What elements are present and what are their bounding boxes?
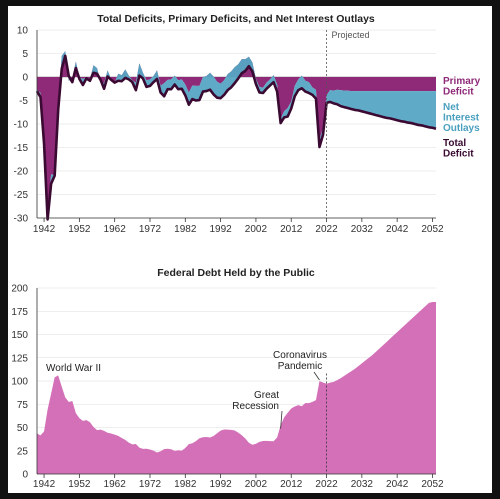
y-tick-label: 0 [22, 73, 28, 84]
x-tick-label: 2022 [315, 224, 338, 235]
x-tick-label: 2002 [245, 479, 268, 490]
y-tick-label: 0 [22, 470, 28, 481]
debt-y-axis: 200 175 150 125 100 75 50 25 0 [11, 284, 436, 481]
x-tick-label: 1962 [104, 479, 127, 490]
x-tick-label: 2052 [421, 479, 444, 490]
annotation-great-recession: Great Recession [232, 390, 279, 412]
annotation-line: Great [254, 390, 279, 401]
primary-deficit-label: Primary Deficit [443, 76, 481, 98]
x-tick-label: 1982 [174, 479, 197, 490]
x-tick-label: 1992 [209, 224, 232, 235]
y-tick-label: 175 [11, 307, 28, 318]
projected-label: Projected [332, 30, 370, 40]
debt-annotations: World War II Great Recession Coronavirus Pan… [46, 350, 327, 429]
x-tick-label: 2002 [245, 224, 268, 235]
y-tick-label: 50 [17, 423, 29, 434]
annotation-leader [313, 371, 320, 381]
y-tick-label: 25 [17, 446, 29, 457]
deficits-y-axis: 10 5 0 -5 -10 -15 -20 -25 -30 [14, 26, 436, 225]
x-tick-label: 2012 [280, 479, 303, 490]
total-deficit-label-line: Deficit [443, 149, 474, 160]
primary-deficit-label-line: Primary [443, 76, 481, 87]
y-tick-label: -30 [14, 214, 29, 225]
debt-area [37, 301, 436, 474]
y-tick-label: -5 [19, 96, 28, 107]
debt-chart-title: Federal Debt Held by the Public [157, 267, 315, 279]
x-tick-label: 1942 [33, 224, 56, 235]
deficits-chart-title: Total Deficits, Primary Deficits, and Ne… [97, 13, 375, 25]
primary-deficit-label-line: Deficit [443, 87, 474, 98]
y-tick-label: -10 [14, 120, 29, 131]
y-tick-label: 10 [17, 26, 29, 37]
annotation-line: Pandemic [278, 361, 322, 372]
x-tick-label: 2032 [351, 479, 374, 490]
x-tick-label: 2042 [386, 479, 409, 490]
x-tick-label: 2042 [386, 224, 409, 235]
net-interest-label-line: Interest [443, 113, 480, 124]
y-tick-label: 200 [11, 284, 28, 295]
y-tick-label: 75 [17, 400, 29, 411]
deficits-gridlines [37, 29, 436, 219]
total-deficit-label-line: Total [443, 138, 466, 149]
y-tick-label: 150 [11, 330, 28, 341]
x-tick-label: 1962 [104, 224, 127, 235]
debt-chart: Federal Debt Held by the Public 200 175 15… [11, 267, 444, 490]
debt-x-axis: 1942 1952 1962 1972 1982 1992 2002 2012 2022 2032… [33, 474, 444, 490]
x-tick-label: 1982 [174, 224, 197, 235]
y-tick-label: 100 [11, 377, 28, 388]
deficits-x-axis: 1942 1952 1962 1972 1982 1992 2002 2012 2022 2032… [33, 218, 444, 235]
x-tick-label: 1972 [139, 479, 162, 490]
annotation-line: Recession [232, 401, 279, 412]
x-tick-label: 2012 [280, 224, 303, 235]
x-tick-label: 1952 [68, 224, 91, 235]
x-tick-label: 1952 [68, 479, 91, 490]
x-tick-label: 2032 [351, 224, 374, 235]
deficits-chart: Total Deficits, Primary Deficits, and Ne… [14, 13, 481, 235]
y-tick-label: -25 [14, 190, 29, 201]
x-tick-label: 2022 [315, 479, 338, 490]
debt-area-path [37, 301, 436, 474]
chart-panel: Total Deficits, Primary Deficits, and Ne… [8, 6, 492, 493]
y-tick-label: 125 [11, 353, 28, 364]
net-interest-label-line: Net [443, 102, 460, 113]
net-interest-label-line: Outlays [443, 123, 480, 134]
net-interest-label: Net Interest Outlays [443, 102, 480, 134]
deficits-areas [35, 51, 437, 221]
annotation-line: Coronavirus [273, 350, 327, 361]
x-tick-label: 1942 [33, 479, 56, 490]
net-interest-area [37, 51, 436, 220]
y-tick-label: -15 [14, 143, 29, 154]
charts-svg: Total Deficits, Primary Deficits, and Ne… [11, 13, 481, 490]
x-tick-label: 2052 [421, 224, 444, 235]
x-tick-label: 1972 [139, 224, 162, 235]
annotation-world-war-ii: World War II [46, 363, 101, 374]
total-deficit-line [35, 54, 437, 221]
x-tick-label: 1992 [209, 479, 232, 490]
y-tick-label: 5 [22, 49, 28, 60]
annotation-coronavirus-pandemic: Coronavirus Pandemic [273, 350, 327, 372]
total-deficit-label: Total Deficit [443, 138, 474, 160]
annotation-leader [280, 410, 283, 429]
y-tick-label: -20 [14, 167, 29, 178]
